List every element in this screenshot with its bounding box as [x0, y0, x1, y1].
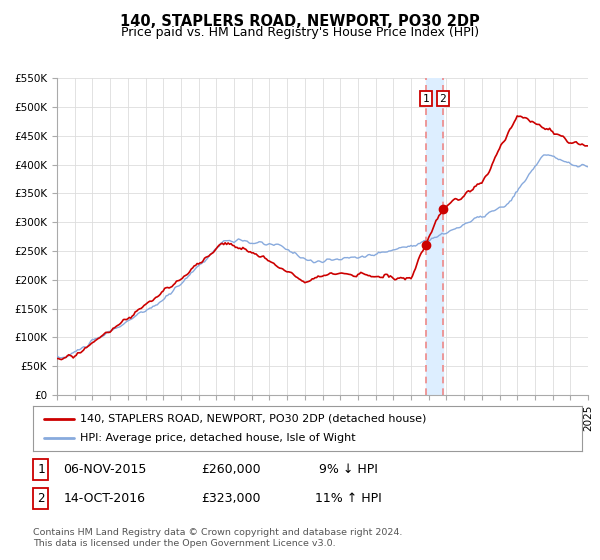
Text: 11% ↑ HPI: 11% ↑ HPI [314, 492, 382, 505]
Text: 14-OCT-2016: 14-OCT-2016 [64, 492, 146, 505]
Text: Contains HM Land Registry data © Crown copyright and database right 2024.: Contains HM Land Registry data © Crown c… [33, 528, 403, 537]
Text: 2: 2 [439, 94, 446, 104]
Text: 9% ↓ HPI: 9% ↓ HPI [319, 463, 377, 476]
Text: This data is licensed under the Open Government Licence v3.0.: This data is licensed under the Open Gov… [33, 539, 335, 548]
Text: 2: 2 [37, 492, 44, 505]
Bar [426, 78, 443, 395]
Text: £323,000: £323,000 [201, 492, 261, 505]
Text: 06-NOV-2015: 06-NOV-2015 [64, 463, 146, 476]
Text: £260,000: £260,000 [201, 463, 261, 476]
Text: HPI: Average price, detached house, Isle of Wight: HPI: Average price, detached house, Isle… [80, 433, 355, 444]
Text: 140, STAPLERS ROAD, NEWPORT, PO30 2DP (detached house): 140, STAPLERS ROAD, NEWPORT, PO30 2DP (d… [80, 413, 426, 423]
Text: 1: 1 [37, 463, 44, 476]
Text: 1: 1 [422, 94, 430, 104]
Text: Price paid vs. HM Land Registry's House Price Index (HPI): Price paid vs. HM Land Registry's House … [121, 26, 479, 39]
Text: 140, STAPLERS ROAD, NEWPORT, PO30 2DP: 140, STAPLERS ROAD, NEWPORT, PO30 2DP [120, 14, 480, 29]
